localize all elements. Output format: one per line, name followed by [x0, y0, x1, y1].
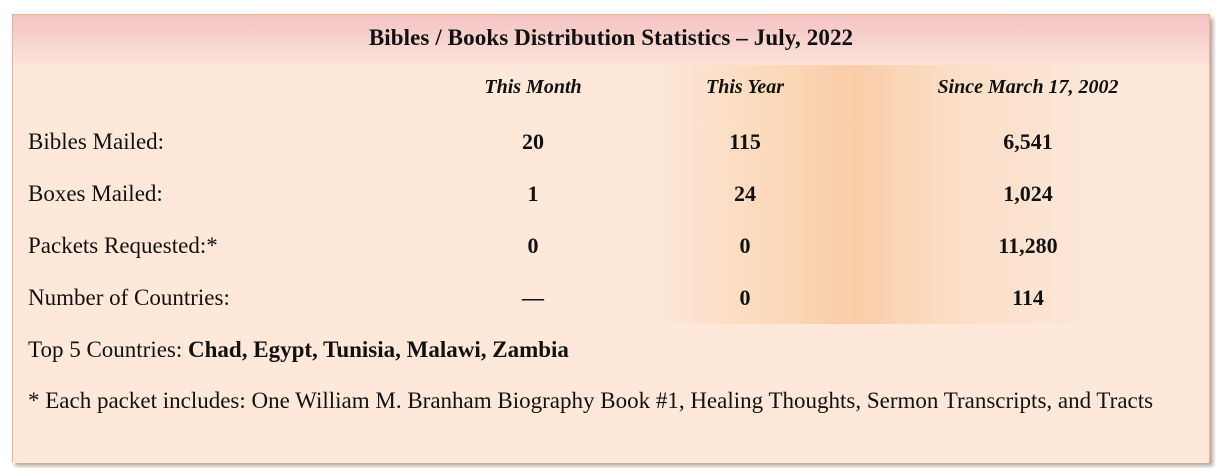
column-header-this-year: This Year	[706, 76, 784, 98]
statistics-card: Bibles / Books Distribution Statistics –…	[12, 14, 1210, 463]
boxes-mailed-this-year: 24	[734, 181, 756, 206]
row-label-bibles-mailed: Bibles Mailed:	[28, 129, 165, 154]
row-label-boxes-mailed: Boxes Mailed:	[28, 181, 163, 206]
footer-area	[13, 324, 1209, 463]
bibles-mailed-this-month: 20	[522, 129, 544, 154]
top-countries-label: Top 5 Countries:	[28, 337, 189, 362]
packet-footnote: * Each packet includes: One William M. B…	[28, 388, 1154, 413]
title-banner	[13, 15, 1209, 65]
countries-this-month: —	[522, 285, 544, 310]
packets-requested-this-month: 0	[527, 233, 539, 258]
countries-since: 114	[1012, 285, 1044, 310]
boxes-mailed-this-month: 1	[527, 181, 539, 206]
top-countries-line: Top 5 Countries: Chad, Egypt, Tunisia, M…	[28, 337, 569, 363]
row-label-number-of-countries: Number of Countries:	[28, 285, 230, 310]
boxes-mailed-since: 1,024	[1003, 181, 1053, 206]
bibles-mailed-since: 6,541	[1003, 129, 1053, 154]
packets-requested-since: 11,280	[998, 233, 1058, 258]
countries-this-year: 0	[739, 285, 751, 310]
top-countries-list: Chad, Egypt, Tunisia, Malawi, Zambia	[188, 337, 569, 362]
bibles-mailed-this-year: 115	[729, 129, 761, 154]
column-header-this-month: This Month	[484, 76, 582, 98]
packets-requested-this-year: 0	[739, 233, 751, 258]
row-label-packets-requested: Packets Requested:*	[28, 233, 218, 258]
column-header-since: Since March 17, 2002	[937, 76, 1119, 98]
page-title: Bibles / Books Distribution Statistics –…	[368, 25, 854, 50]
